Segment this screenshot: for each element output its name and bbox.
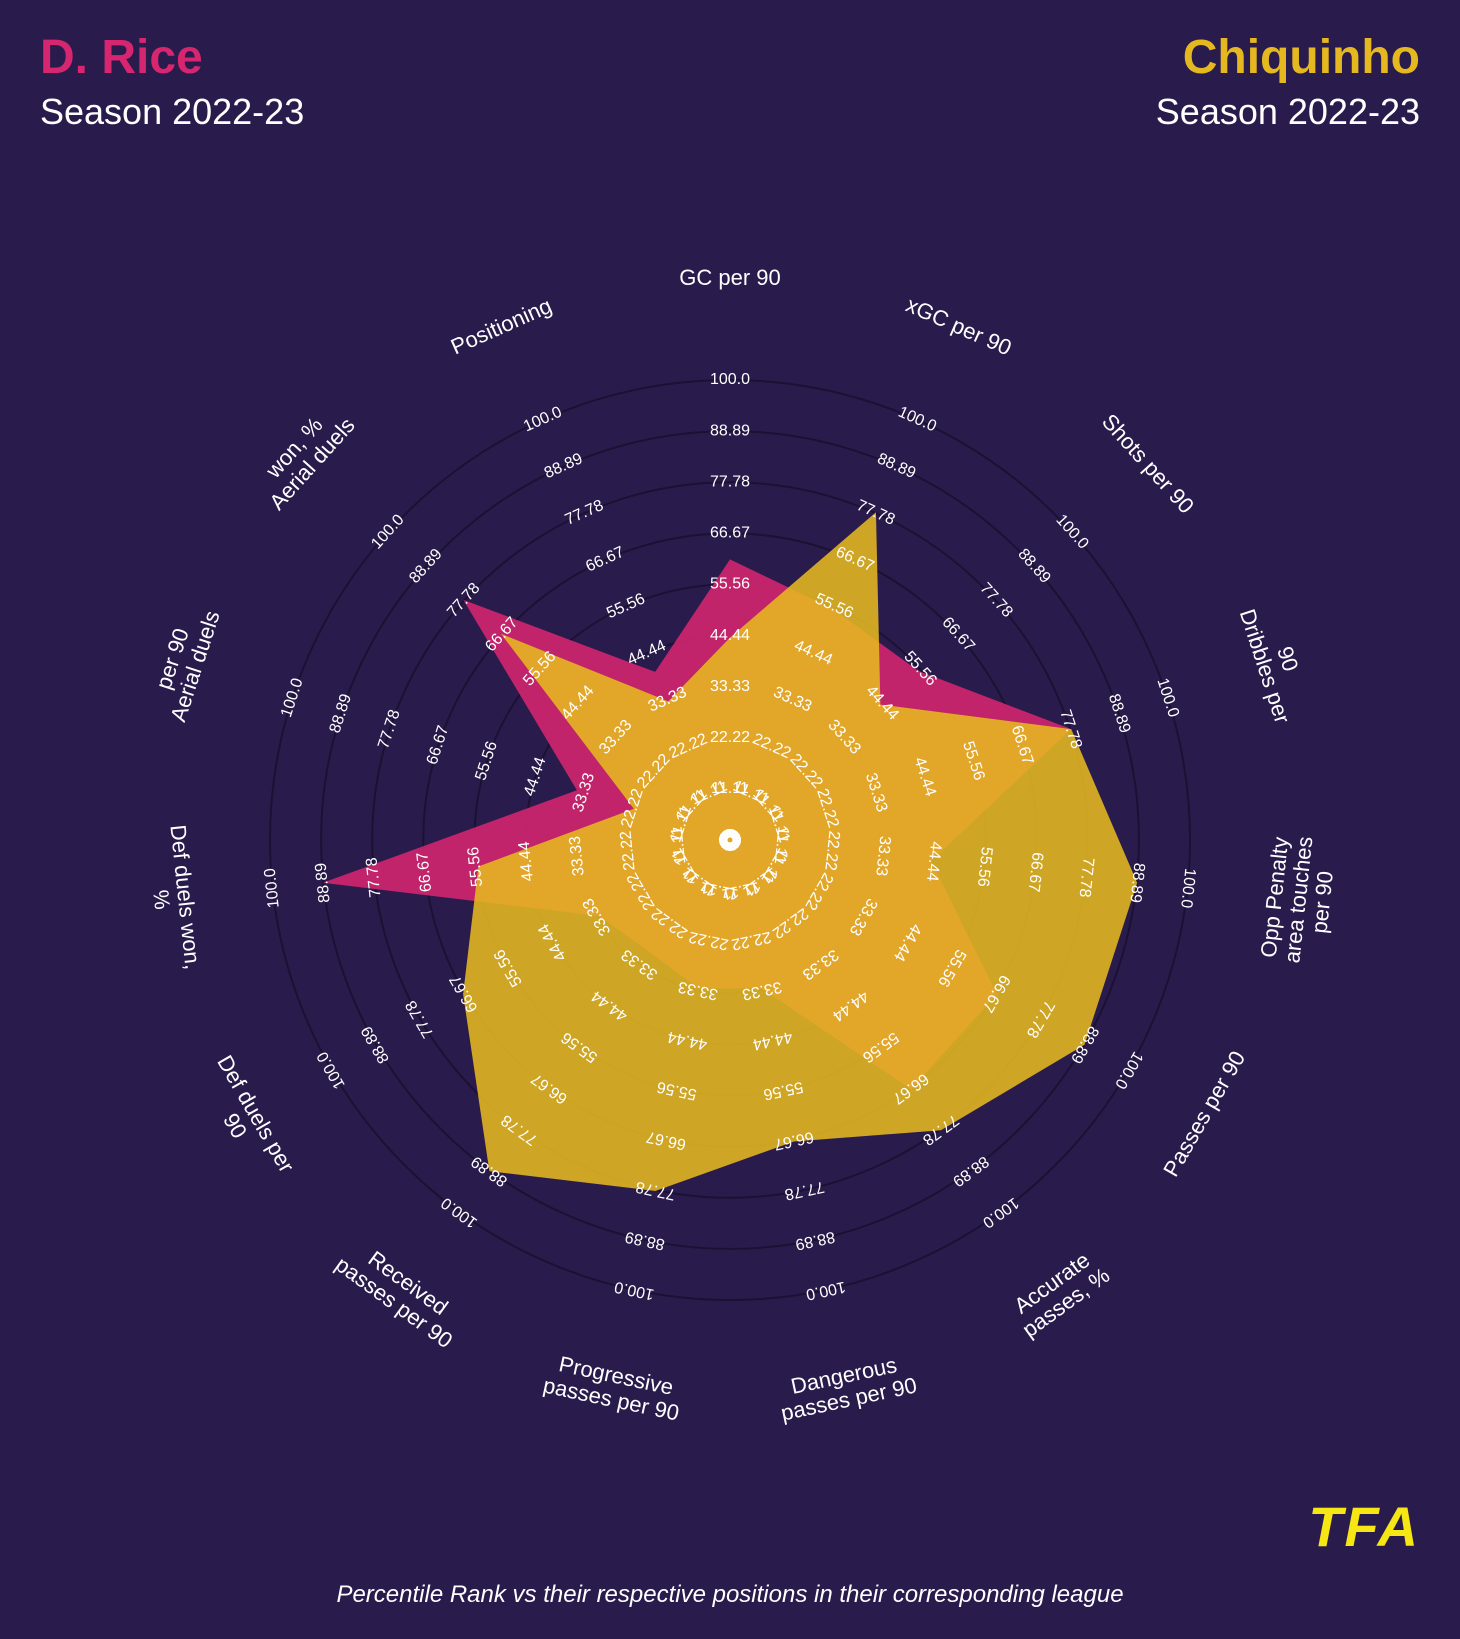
ring-label: 88.89 xyxy=(313,861,334,903)
axis-label: Passes per 90 xyxy=(1158,1046,1250,1180)
axis-label: Def duels per xyxy=(212,1050,299,1176)
radar-chart-container: 0.011.1122.2233.3344.4455.5666.6777.7888… xyxy=(0,180,1460,1499)
ring-label: 88.89 xyxy=(542,450,586,482)
ring-label: 66.67 xyxy=(583,543,627,575)
player-left-block: D. Rice Season 2022-23 xyxy=(40,30,304,133)
axis-label-group: Def duels won,% xyxy=(142,823,206,973)
ring-label: 55.56 xyxy=(604,590,648,622)
axis-label-group: Progressivepasses per 90 xyxy=(541,1348,686,1425)
ring-label: 44.44 xyxy=(521,754,550,797)
ring-label: 100.0 xyxy=(278,676,307,719)
ring-label: 100.0 xyxy=(804,1277,847,1302)
axis-label-group: GC per 90 xyxy=(679,265,781,290)
axis-label-group: Receivedpasses per 90 xyxy=(331,1232,472,1353)
axis-label-group: Opp Penaltyarea touchesper 90 xyxy=(1255,832,1341,966)
ring-label: 100.0 xyxy=(1177,867,1198,909)
ring-label: 88.89 xyxy=(623,1227,666,1252)
player-right-block: Chiquinho Season 2022-23 xyxy=(1156,30,1420,133)
player-left-season: Season 2022-23 xyxy=(40,91,304,133)
ring-label: 100.0 xyxy=(1052,511,1092,552)
axis-label-group: Positioning xyxy=(447,292,556,359)
logo: TFA xyxy=(1308,1494,1420,1559)
footer-caption: Percentile Rank vs their respective posi… xyxy=(0,1581,1460,1609)
radar-chart: 0.011.1122.2233.3344.4455.5666.6777.7888… xyxy=(80,190,1380,1490)
ring-label: 88.89 xyxy=(710,422,750,439)
axis-label-group: Def duels per90 xyxy=(192,1050,300,1188)
ring-label: 55.56 xyxy=(472,739,501,782)
player-left-name: D. Rice xyxy=(40,30,304,85)
ring-label: 77.78 xyxy=(976,579,1016,620)
ring-label: 100.0 xyxy=(979,1193,1021,1230)
ring-label: 88.89 xyxy=(327,691,356,734)
axis-label-group: per 90Aerial duels xyxy=(143,600,225,724)
ring-label: 100.0 xyxy=(1153,676,1182,719)
ring-label: 88.89 xyxy=(875,450,919,482)
player-right-season: Season 2022-23 xyxy=(1156,91,1420,133)
axis-label-group: Accuratepasses, % xyxy=(1003,1242,1114,1341)
ring-label: 66.67 xyxy=(938,614,978,655)
ring-label: 66.67 xyxy=(424,723,453,766)
axis-label: per 90 xyxy=(1307,869,1338,934)
ring-label: 44.44 xyxy=(710,626,750,643)
header: D. Rice Season 2022-23 Chiquinho Season … xyxy=(0,0,1460,133)
ring-label: 88.89 xyxy=(406,545,446,586)
ring-label: 100.0 xyxy=(262,867,283,909)
ring-label: 77.78 xyxy=(783,1177,826,1202)
axis-label-group: Shots per 90 xyxy=(1097,408,1199,517)
ring-label: 100.0 xyxy=(613,1277,656,1302)
ring-label: 88.89 xyxy=(358,1022,393,1065)
player-right-name: Chiquinho xyxy=(1156,30,1420,85)
axis-label-group: Dangerouspasses per 90 xyxy=(774,1348,919,1425)
axis-label-group: 90Dribbles per xyxy=(1235,598,1318,726)
ring-label: 100.0 xyxy=(710,371,750,388)
ring-label: 55.56 xyxy=(710,575,750,592)
axis-label: Shots per 90 xyxy=(1097,408,1199,517)
axis-label-group: Passes per 90 xyxy=(1158,1046,1250,1180)
ring-label: 77.78 xyxy=(402,997,437,1040)
ring-label: 33.33 xyxy=(710,677,750,694)
ring-label: 88.89 xyxy=(1105,691,1134,734)
axis-label-group: won, %Aerial duels xyxy=(246,396,359,514)
ring-label: 88.89 xyxy=(949,1152,991,1189)
ring-label: 100.0 xyxy=(314,1048,349,1091)
ring-label: 77.78 xyxy=(563,496,607,528)
ring-label: 88.89 xyxy=(794,1227,837,1252)
ring-label: 100.0 xyxy=(895,403,939,435)
ring-label: 100.0 xyxy=(521,403,565,435)
ring-label: 77.78 xyxy=(375,707,404,750)
axis-label: GC per 90 xyxy=(679,265,781,290)
ring-label: 66.67 xyxy=(710,524,750,541)
axis-label: Positioning xyxy=(447,292,556,359)
axis-label: xGC per 90 xyxy=(902,291,1015,360)
ring-label: 100.0 xyxy=(1111,1048,1146,1091)
ring-label: 88.89 xyxy=(1014,545,1054,586)
ring-label: 100.0 xyxy=(438,1193,480,1230)
axis-label: % xyxy=(148,888,175,910)
ring-label: 77.78 xyxy=(710,473,750,490)
axis-label-group: xGC per 90 xyxy=(902,291,1015,360)
ring-label: 22.22 xyxy=(710,729,750,746)
ring-label: 100.0 xyxy=(368,511,408,552)
